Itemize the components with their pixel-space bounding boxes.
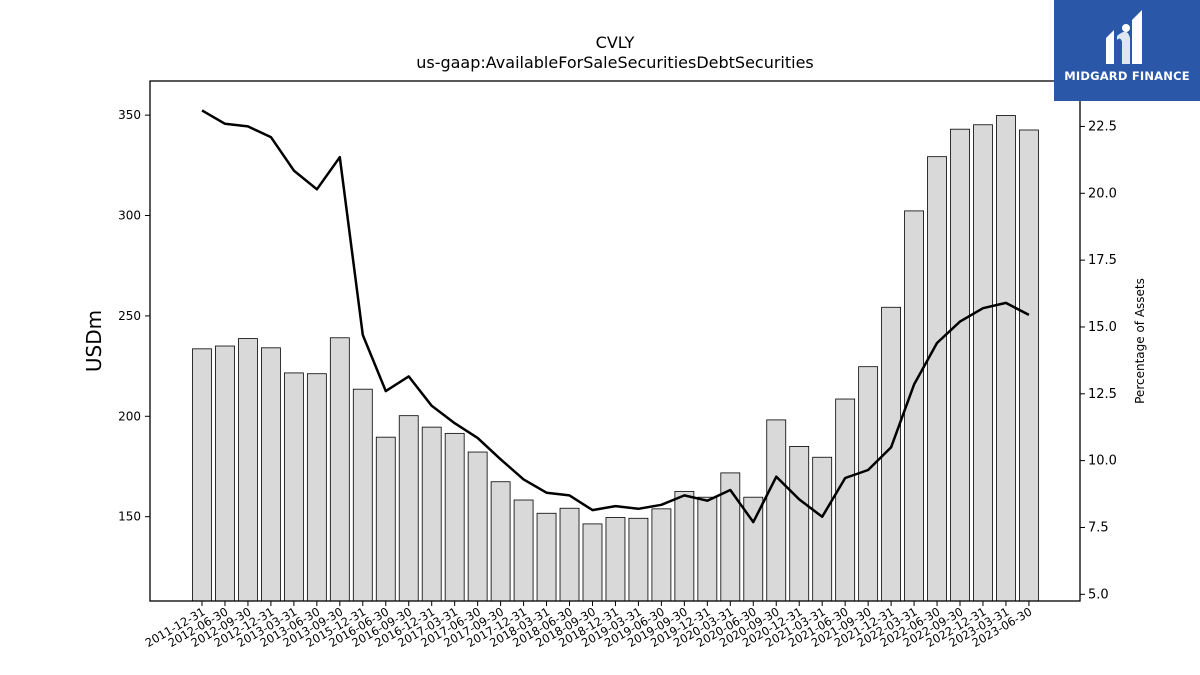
bar [490, 481, 511, 602]
bar [261, 347, 281, 602]
chart-title: CVLY [596, 33, 635, 52]
y2-tick-label: 22.5 [1088, 119, 1117, 134]
y2-tick-label: 12.5 [1088, 387, 1117, 402]
y2-tick-label: 17.5 [1088, 253, 1117, 268]
bar [766, 419, 787, 602]
logo-mark-icon [1106, 10, 1142, 64]
bar [582, 523, 603, 602]
chart-subtitle: us-gaap:AvailableForSaleSecuritiesDebtSe… [416, 53, 814, 72]
bar [283, 372, 304, 602]
bar [628, 517, 649, 602]
brand-logo: MIDGARD FINANCE [1054, 0, 1200, 101]
bar [973, 124, 993, 602]
bar [651, 508, 672, 602]
bar [835, 398, 856, 602]
bar [674, 490, 695, 602]
bar [192, 348, 212, 602]
bar [605, 517, 626, 602]
bar [238, 338, 258, 602]
bar [352, 388, 373, 602]
bar-series [192, 115, 1039, 602]
bar [421, 426, 442, 602]
y2-tick-label: 15.0 [1088, 320, 1117, 335]
y2-tick-label: 20.0 [1088, 186, 1117, 201]
y-tick-label: 250 [118, 309, 141, 323]
bar [789, 446, 810, 602]
bar [858, 366, 879, 602]
bar [375, 436, 396, 602]
y-tick-label: 300 [118, 209, 141, 223]
x-axis: 2011-12-312012-06-302012-09-302012-12-31… [143, 601, 1034, 650]
y2-tick-label: 10.0 [1088, 454, 1117, 469]
bar [1019, 129, 1039, 602]
bar [559, 507, 580, 602]
y-tick-label: 150 [118, 510, 141, 524]
bar [215, 345, 235, 602]
bar [812, 456, 833, 602]
y2-tick-label: 5.0 [1088, 587, 1109, 602]
bar [513, 499, 534, 602]
line-series [201, 109, 1030, 524]
bar [927, 156, 947, 602]
y2-tick-label: 7.5 [1088, 520, 1109, 535]
y-tick-label: 200 [118, 409, 141, 423]
bar [306, 373, 327, 602]
line-path [201, 109, 1030, 524]
bar [467, 451, 488, 602]
logo-text: MIDGARD FINANCE [1064, 69, 1190, 83]
bar [398, 415, 419, 602]
bar [329, 337, 350, 602]
bar [536, 512, 557, 602]
bar [950, 128, 970, 602]
bar [996, 115, 1016, 602]
bar [444, 432, 465, 602]
y2-axis-label: Percentage of Assets [1133, 278, 1147, 404]
y-axis-label: USDm [82, 310, 106, 372]
y-tick-label: 350 [118, 108, 141, 122]
left-axis: 150 200 250 300 350 [118, 108, 150, 524]
bar [697, 496, 718, 602]
right-axis: 5.0 7.5 10.0 12.5 15.0 17.5 20.0 22.5 [1080, 119, 1117, 602]
